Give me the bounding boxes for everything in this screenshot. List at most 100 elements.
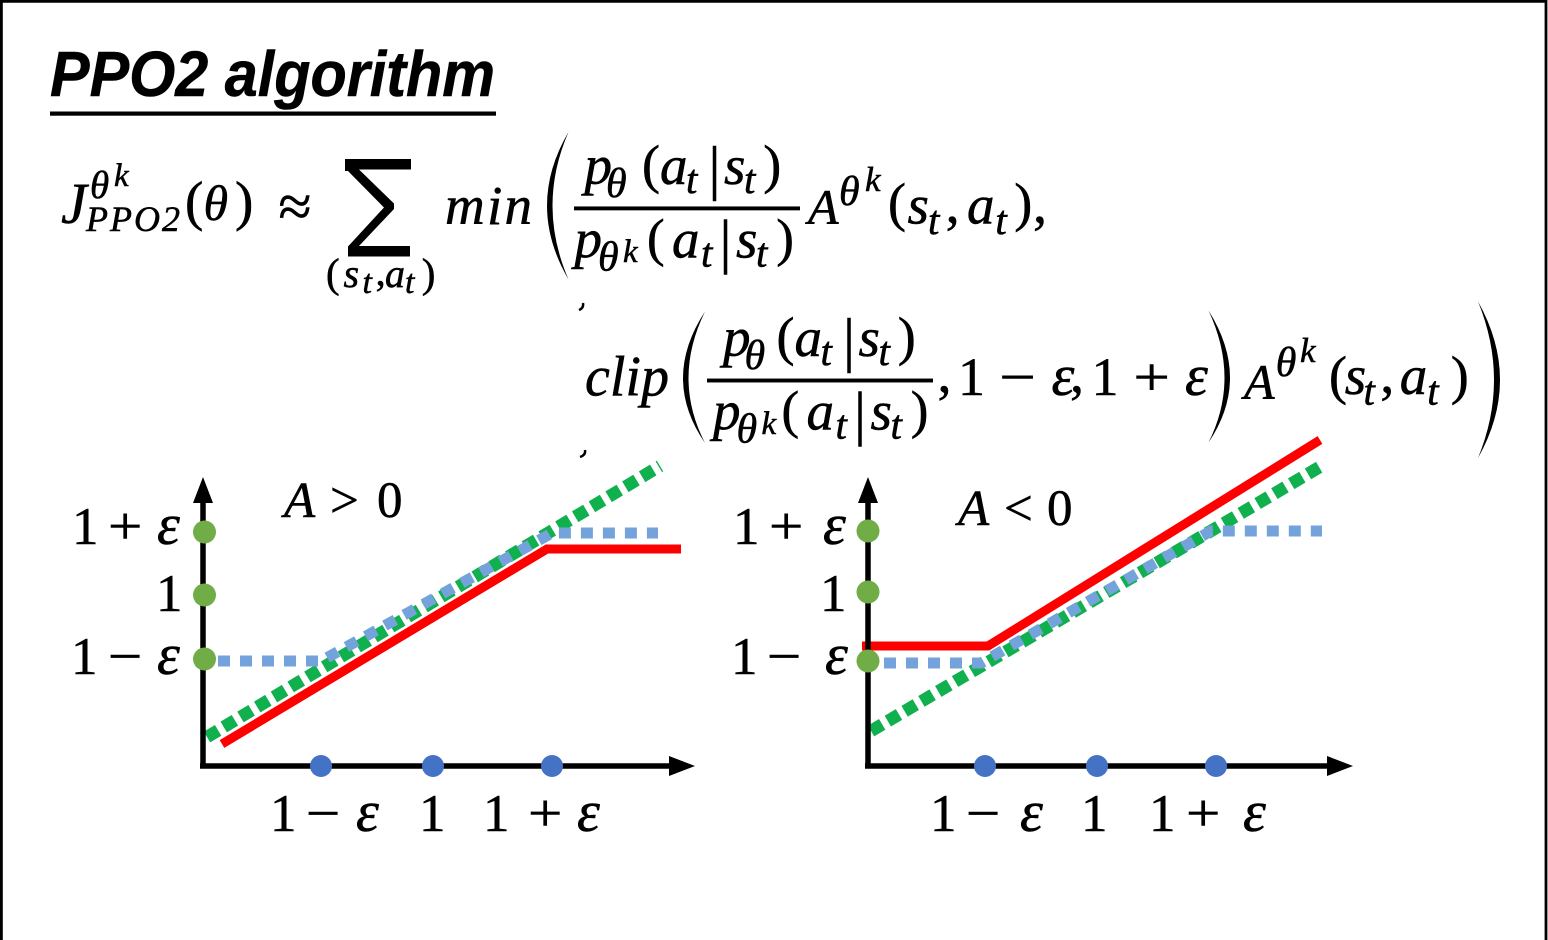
svg-text:clip: clip [585, 346, 669, 409]
svg-text:A: A [281, 473, 316, 529]
svg-text:θ: θ [1276, 340, 1297, 386]
svg-text:1: 1 [71, 628, 98, 686]
svg-text:A: A [955, 481, 990, 537]
svg-text:): ) [1014, 173, 1032, 233]
svg-text:θ: θ [204, 175, 229, 231]
svg-text:1: 1 [930, 785, 957, 843]
svg-text:ε: ε [1052, 343, 1075, 408]
svg-text:s: s [859, 307, 880, 368]
svg-text:ε: ε [356, 779, 379, 844]
svg-text:1: 1 [1149, 785, 1176, 843]
svg-text:k: k [114, 158, 130, 194]
svg-text:≈: ≈ [279, 174, 312, 240]
svg-text:PPO2: PPO2 [85, 199, 180, 239]
svg-text:(: ( [777, 307, 795, 367]
svg-text:PPO2 algorithm: PPO2 algorithm [50, 38, 495, 110]
svg-text:s: s [736, 209, 757, 270]
svg-text:): ) [898, 307, 916, 367]
svg-text:−: − [108, 628, 142, 686]
svg-text:−: − [306, 785, 340, 843]
svg-text:s: s [1345, 345, 1366, 406]
svg-text:1: 1 [731, 628, 758, 686]
svg-text:θ: θ [839, 169, 860, 215]
svg-text:a: a [385, 251, 405, 296]
svg-text:k: k [1300, 331, 1317, 370]
svg-text:t: t [756, 230, 769, 276]
svg-text:p: p [719, 307, 751, 368]
svg-text:min: min [445, 175, 532, 236]
svg-text:,: , [1380, 344, 1394, 406]
svg-text:1: 1 [958, 347, 985, 407]
svg-text:,: , [946, 174, 960, 236]
svg-text:ε: ε [1020, 779, 1043, 844]
svg-text:>: > [330, 473, 359, 529]
svg-text:a: a [660, 135, 688, 196]
svg-text:): ) [1451, 346, 1469, 406]
svg-text:(: ( [642, 135, 660, 195]
svg-text:s: s [871, 381, 892, 442]
svg-text:|: | [843, 307, 855, 373]
svg-text:1: 1 [733, 498, 760, 556]
svg-text:t: t [836, 402, 849, 448]
svg-text:θ: θ [90, 164, 109, 207]
svg-text:0: 0 [1047, 481, 1073, 537]
svg-text:θ: θ [745, 333, 766, 379]
svg-text:,: , [376, 249, 386, 294]
svg-text:ε: ε [157, 622, 180, 687]
svg-text:s: s [908, 175, 929, 236]
svg-text:t: t [363, 264, 374, 301]
svg-text:1: 1 [156, 565, 183, 623]
svg-text:<: < [1004, 481, 1033, 537]
svg-text:a: a [807, 381, 835, 442]
svg-text:): ) [911, 382, 929, 440]
svg-text:t: t [928, 197, 941, 243]
svg-text:t: t [1364, 368, 1377, 414]
svg-text:,: , [1033, 174, 1047, 236]
svg-text:1: 1 [72, 498, 99, 556]
svg-text:): ) [776, 210, 794, 268]
svg-text:0: 0 [377, 473, 403, 529]
svg-text:+: + [769, 498, 803, 556]
svg-text:1: 1 [1092, 347, 1119, 407]
svg-text:1: 1 [483, 785, 510, 843]
svg-text:(: ( [185, 171, 203, 232]
svg-text:ε: ε [825, 622, 848, 687]
svg-text:−: − [999, 347, 1036, 407]
svg-text:+: + [528, 785, 562, 843]
svg-text:(: ( [647, 210, 665, 268]
svg-text:,: , [938, 343, 952, 405]
svg-text:θ: θ [737, 407, 758, 453]
svg-text:|: | [854, 381, 866, 447]
svg-text:a: a [1400, 345, 1428, 406]
svg-text:(: ( [326, 250, 340, 296]
svg-text:−: − [767, 628, 801, 686]
svg-text:t: t [686, 156, 699, 202]
svg-text:t: t [891, 402, 904, 448]
svg-text:|: | [709, 135, 721, 201]
svg-text:ε: ε [157, 492, 180, 557]
svg-text:θ: θ [598, 235, 619, 281]
svg-text:p: p [709, 381, 741, 442]
svg-text:1: 1 [419, 785, 446, 843]
svg-text:k: k [623, 234, 639, 270]
svg-text:t: t [744, 156, 757, 202]
svg-text:(: ( [888, 173, 906, 233]
svg-text:+: + [1133, 347, 1170, 407]
svg-text:): ) [235, 171, 253, 232]
svg-text:ε: ε [1243, 779, 1266, 844]
svg-text:t: t [995, 197, 1008, 243]
svg-text:p: p [571, 209, 603, 270]
svg-text:(: ( [782, 382, 800, 440]
svg-text:a: a [795, 307, 823, 368]
svg-text:+: + [108, 498, 142, 556]
svg-text:t: t [405, 264, 416, 301]
svg-text:+: + [1186, 785, 1220, 843]
svg-text:): ) [422, 250, 436, 296]
svg-text:ε: ε [577, 779, 600, 844]
svg-text:s: s [724, 135, 745, 196]
svg-text:A: A [1241, 354, 1275, 410]
svg-text:J: J [61, 171, 90, 236]
svg-text:1: 1 [820, 565, 847, 623]
svg-text:(: ( [1329, 346, 1347, 406]
svg-text:t: t [701, 230, 714, 276]
